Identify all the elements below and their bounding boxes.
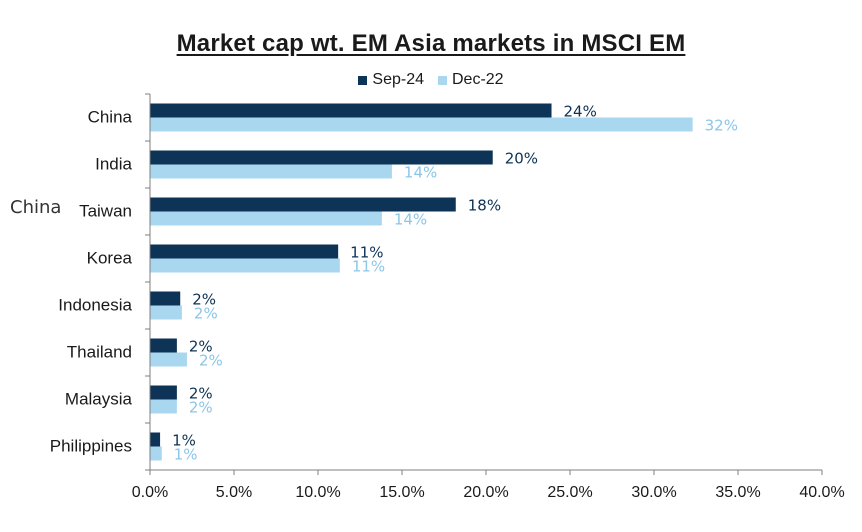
bar-indonesia-sep24 <box>150 291 181 306</box>
data-label-thailand-sep24: 2% <box>189 338 213 356</box>
data-label-philippines-dec22: 1% <box>174 446 198 464</box>
data-label-malaysia-sep24: 2% <box>189 385 213 403</box>
bar-malaysia-dec22 <box>150 399 177 414</box>
x-tick-label: 15.0% <box>379 484 424 501</box>
category-label-taiwan: Taiwan <box>79 202 132 221</box>
data-label-india-sep24: 20% <box>505 150 538 168</box>
legend-item-series-1: Sep-24 <box>358 71 424 89</box>
bar-china-dec22 <box>150 117 693 132</box>
category-label-indonesia: Indonesia <box>58 296 132 315</box>
chart-annotation: China <box>10 197 62 218</box>
x-tick-label: 25.0% <box>547 484 592 501</box>
bar-taiwan-sep24 <box>150 197 456 212</box>
bar-india-dec22 <box>150 164 392 179</box>
data-label-thailand-dec22: 2% <box>199 352 223 370</box>
data-label-china-dec22: 32% <box>705 117 738 135</box>
data-label-korea-dec22: 11% <box>352 258 385 276</box>
chart-title: Market cap wt. EM Asia markets in MSCI E… <box>176 30 686 57</box>
bar-china-sep24 <box>150 103 552 118</box>
x-tick-label: 20.0% <box>463 484 508 501</box>
bar-thailand-dec22 <box>150 352 187 367</box>
data-label-philippines-sep24: 1% <box>172 432 196 450</box>
category-label-korea: Korea <box>87 249 133 268</box>
data-label-china-sep24: 24% <box>564 103 597 121</box>
bar-india-sep24 <box>150 150 493 165</box>
bar-thailand-sep24 <box>150 338 177 353</box>
x-tick-label: 0.0% <box>132 484 168 501</box>
x-tick-label: 10.0% <box>295 484 340 501</box>
legend-item-series-2: Dec-22 <box>438 71 504 89</box>
category-label-china: China <box>88 108 133 127</box>
x-tick-label: 30.0% <box>631 484 676 501</box>
legend-swatch-series-1 <box>358 75 368 85</box>
legend-swatch-series-2 <box>438 75 447 85</box>
x-tick-label: 40.0% <box>799 484 844 501</box>
bar-philippines-sep24 <box>150 432 161 447</box>
data-label-indonesia-dec22: 2% <box>194 305 218 323</box>
bar-malaysia-sep24 <box>150 385 177 400</box>
bar-indonesia-dec22 <box>150 305 182 320</box>
category-label-india: India <box>95 155 132 174</box>
category-label-thailand: Thailand <box>67 343 132 362</box>
legend-label-series-1: Sep-24 <box>372 71 424 88</box>
x-tick-label: 5.0% <box>216 484 252 501</box>
data-label-taiwan-sep24: 18% <box>468 197 501 215</box>
category-label-malaysia: Malaysia <box>65 390 133 409</box>
bar-philippines-dec22 <box>150 446 162 461</box>
data-label-indonesia-sep24: 2% <box>192 291 216 309</box>
data-label-malaysia-dec22: 2% <box>189 399 213 417</box>
category-label-philippines: Philippines <box>50 437 132 456</box>
legend-label-series-2: Dec-22 <box>452 71 504 88</box>
data-label-korea-sep24: 11% <box>350 244 383 262</box>
chart-legend: Sep-24 Dec-22 <box>0 71 862 89</box>
bar-taiwan-dec22 <box>150 211 382 226</box>
bar-korea-sep24 <box>150 244 339 259</box>
data-label-taiwan-dec22: 14% <box>394 211 427 229</box>
bar-korea-dec22 <box>150 258 340 273</box>
x-tick-label: 35.0% <box>715 484 760 501</box>
data-label-india-dec22: 14% <box>404 164 437 182</box>
